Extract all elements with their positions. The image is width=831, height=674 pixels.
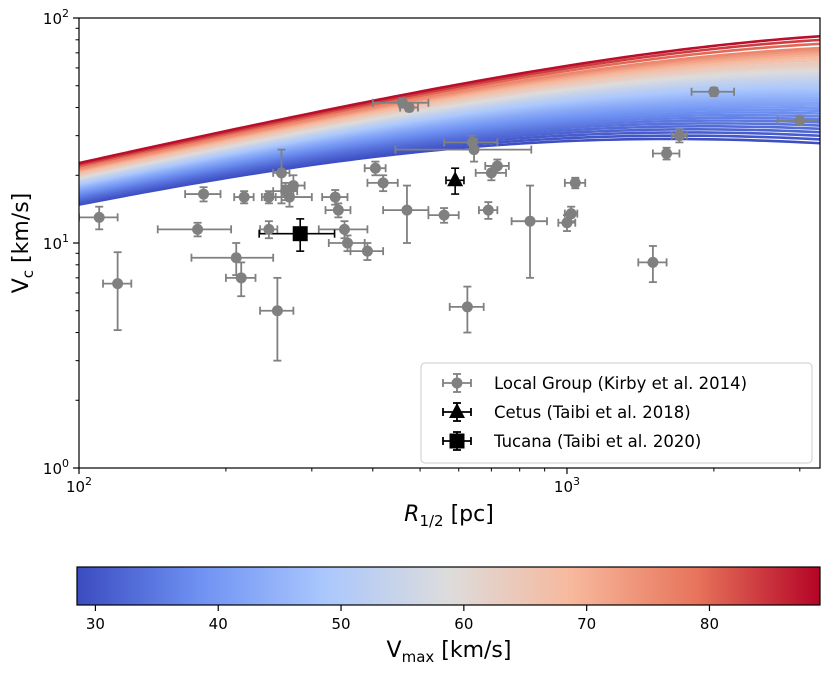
legend-box xyxy=(420,362,813,464)
colorbar-label: Vmax [km/s] xyxy=(387,638,512,666)
data-point xyxy=(235,272,247,284)
data-point xyxy=(271,305,283,317)
data-point xyxy=(468,144,480,156)
colorbar-tick-label: 80 xyxy=(700,615,719,633)
data-point xyxy=(192,223,204,235)
data-point xyxy=(263,223,275,235)
model-curve xyxy=(79,131,820,204)
data-point xyxy=(708,86,720,98)
x-axis-ticks: 102 103 xyxy=(66,468,801,496)
data-point xyxy=(112,278,124,290)
data-point xyxy=(661,147,673,159)
legend-marker xyxy=(449,403,465,418)
legend-items: Local Group (Kirby et al. 2014) Cetus (Ta… xyxy=(442,373,747,451)
legend-label: Cetus (Taibi et al. 2018) xyxy=(494,403,691,422)
model-curve xyxy=(79,125,820,201)
data-point xyxy=(341,237,353,249)
data-point xyxy=(403,102,415,114)
colorbar-tick-label: 50 xyxy=(331,615,350,633)
data-point xyxy=(329,191,341,203)
legend-item: Cetus (Taibi et al. 2018) xyxy=(442,402,691,422)
legend-item: Tucana (Taibi et al. 2020) xyxy=(442,431,701,451)
data-point xyxy=(292,226,308,242)
y-axis-label: Vc [km/s] xyxy=(9,193,37,294)
model-curve xyxy=(79,38,820,166)
data-point xyxy=(332,204,344,216)
model-curve xyxy=(79,34,820,165)
data-point xyxy=(198,188,210,200)
legend-label: Local Group (Kirby et al. 2014) xyxy=(494,374,747,393)
colorbar-ticks: 30 40 50 60 70 80 xyxy=(86,605,719,633)
data-point xyxy=(569,177,581,189)
colorbar-tick-label: 40 xyxy=(209,615,228,633)
model-curve xyxy=(79,46,820,170)
legend-marker xyxy=(451,377,463,389)
data-point xyxy=(794,115,806,127)
data-point xyxy=(230,252,242,264)
legend-marker xyxy=(449,433,465,449)
data-point xyxy=(377,177,389,189)
data-point xyxy=(238,191,250,203)
data-point xyxy=(461,301,473,313)
model-curve xyxy=(79,42,820,168)
data-point xyxy=(369,162,381,174)
y-axis-ticks: 100 101 102 xyxy=(43,7,79,478)
data-point xyxy=(338,223,350,235)
model-curve xyxy=(79,134,820,205)
model-curve xyxy=(79,122,820,200)
data-point xyxy=(287,180,299,192)
data-point xyxy=(491,160,503,172)
y-tick-label: 101 xyxy=(43,232,69,253)
data-point xyxy=(561,217,573,229)
data-point xyxy=(647,256,659,268)
data-point xyxy=(438,209,450,221)
colorbar-bar xyxy=(76,566,821,606)
data-point xyxy=(283,191,295,203)
x-tick-label: 102 xyxy=(66,475,92,496)
colorbar-tick-label: 70 xyxy=(577,615,596,633)
legend-label: Tucana (Taibi et al. 2020) xyxy=(493,432,701,451)
data-point xyxy=(524,215,536,227)
legend: Local Group (Kirby et al. 2014) Cetus (Ta… xyxy=(420,362,813,464)
x-axis-label: R1/2 [pc] xyxy=(404,502,494,530)
y-tick-label: 100 xyxy=(43,457,69,478)
data-point xyxy=(447,171,464,187)
data-point xyxy=(401,204,413,216)
data-point xyxy=(565,208,577,220)
data-point xyxy=(673,130,685,142)
data-point xyxy=(275,167,287,179)
data-point xyxy=(482,204,494,216)
colorbar-tick-label: 60 xyxy=(454,615,473,633)
data-point xyxy=(263,191,275,203)
x-tick-label: 103 xyxy=(554,475,580,496)
colorbar-tick-label: 30 xyxy=(86,615,105,633)
model-curves xyxy=(79,34,820,206)
data-markers xyxy=(93,86,806,317)
legend-item: Local Group (Kirby et al. 2014) xyxy=(442,373,747,393)
y-tick-label: 102 xyxy=(43,7,69,28)
data-point xyxy=(93,211,105,223)
data-point xyxy=(361,245,373,257)
